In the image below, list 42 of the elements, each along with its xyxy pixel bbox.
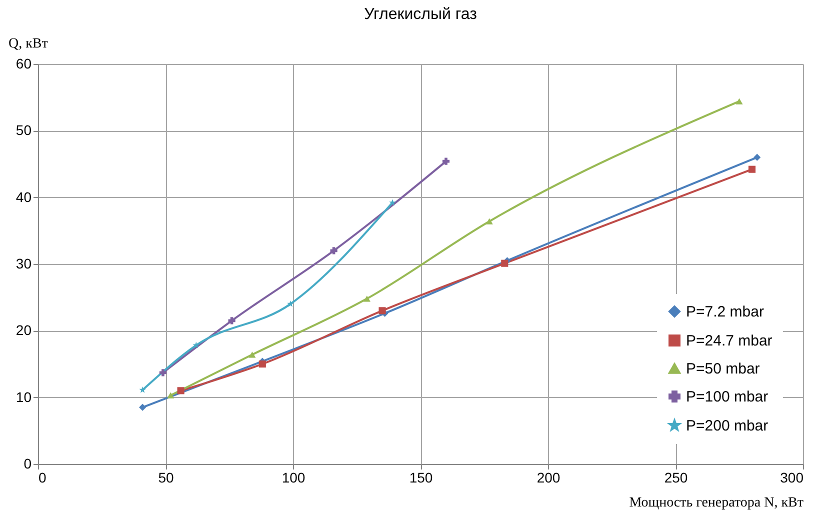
legend-label: P=200 mbar	[686, 418, 768, 434]
x-tick-label: 100	[282, 470, 306, 486]
point	[736, 98, 743, 104]
point	[258, 360, 266, 368]
point	[287, 300, 294, 307]
point	[442, 158, 450, 165]
y-tick-label: 0	[24, 456, 32, 472]
x-tick-label: 50	[158, 470, 174, 486]
point	[378, 307, 386, 314]
x-tick-label: 300	[780, 470, 804, 486]
y-tick-label: 10	[16, 388, 32, 405]
point	[167, 392, 174, 398]
point	[748, 166, 756, 173]
x-axis-title: Мощность генератора N, кВт	[629, 496, 804, 510]
point	[159, 369, 166, 376]
point	[330, 247, 338, 254]
y-tick-label: 40	[16, 188, 32, 205]
legend-label: P=100 mbar	[686, 388, 768, 406]
point	[363, 296, 370, 302]
y-tick-label: 30	[16, 256, 32, 272]
legend-label: P=7.2 mbar	[686, 304, 764, 320]
x-tick-label: 250	[664, 470, 688, 486]
point	[139, 386, 146, 393]
y-axis-title: Q, кВт	[8, 36, 48, 52]
point	[486, 218, 493, 224]
legend-label: P=24.7 mbar	[686, 332, 772, 350]
y-tick-label: 20	[16, 322, 32, 338]
x-tick-label: 200	[536, 470, 560, 486]
point	[139, 404, 146, 411]
point	[501, 260, 508, 267]
x-tick-label: 0	[38, 470, 46, 486]
legend-label: P=50 mbar	[686, 360, 760, 378]
y-tick-label: 60	[16, 56, 32, 72]
point	[389, 199, 396, 206]
point	[248, 352, 256, 358]
y-tick-label: 50	[16, 122, 32, 138]
point	[228, 317, 236, 324]
chart-title: Углекислый газ	[364, 6, 477, 23]
x-tick-label: 150	[409, 470, 433, 486]
point	[754, 154, 761, 161]
point	[192, 342, 200, 348]
point	[177, 387, 184, 394]
